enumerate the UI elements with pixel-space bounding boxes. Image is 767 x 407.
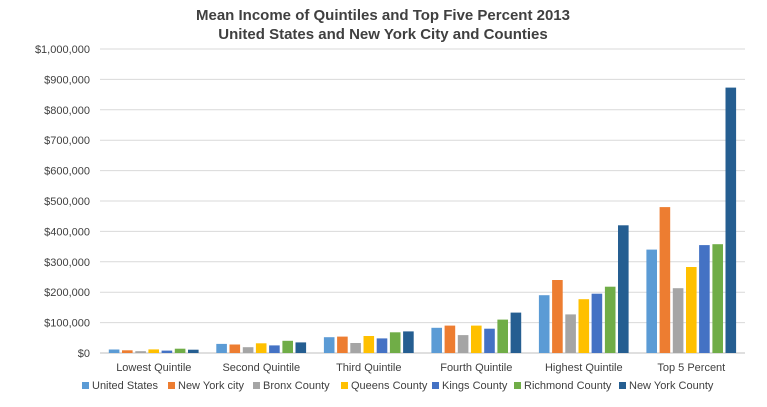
bar-3-0 (431, 327, 442, 353)
x-tick-label: Lowest Quintile (116, 362, 191, 374)
x-tick-label: Fourth Quintile (440, 362, 512, 374)
bars (108, 87, 737, 353)
bar-5-5 (712, 244, 723, 353)
y-tick-label: $400,000 (44, 226, 90, 238)
bar-2-5 (389, 332, 401, 353)
bar-2-2 (350, 343, 361, 353)
bar-4-5 (604, 286, 616, 353)
bar-2-4 (376, 338, 388, 353)
bar-5-2 (672, 288, 684, 353)
x-tick-label: Second Quintile (222, 362, 300, 374)
legend-swatch (82, 382, 89, 389)
y-tick-label: $300,000 (44, 257, 90, 269)
legend-swatch (253, 382, 260, 389)
bar-3-3 (471, 325, 482, 353)
bar-4-1 (552, 280, 563, 353)
x-tick-label: Third Quintile (336, 362, 401, 374)
bar-5-6 (725, 87, 737, 353)
bar-5-1 (659, 207, 671, 353)
y-tick-label: $800,000 (44, 105, 90, 117)
bar-3-6 (510, 312, 522, 353)
x-tick-label: Highest Quintile (545, 362, 623, 374)
bar-1-1 (229, 344, 241, 353)
bar-5-0 (646, 249, 657, 353)
legend-label: New York County (629, 380, 714, 392)
bar-1-2 (242, 347, 254, 353)
y-tick-label: $700,000 (44, 135, 90, 147)
bar-3-1 (444, 325, 456, 353)
legend-swatch (514, 382, 521, 389)
legend-label: New York city (178, 380, 245, 392)
gridlines (100, 48, 745, 324)
legend-label: United States (92, 380, 159, 392)
bar-3-5 (497, 319, 508, 353)
bar-0-0 (108, 349, 120, 353)
legend-swatch (619, 382, 626, 389)
bar-0-3 (148, 349, 159, 353)
y-tick-label: $200,000 (44, 287, 90, 299)
legend-label: Queens County (351, 380, 428, 392)
chart-subtitle: United States and New York City and Coun… (218, 26, 548, 43)
legend-label: Bronx County (263, 380, 330, 392)
bar-1-3 (255, 343, 267, 353)
bar-0-1 (122, 350, 133, 353)
bar-1-6 (295, 342, 307, 353)
bar-4-6 (618, 225, 629, 353)
y-tick-label: $0 (78, 348, 90, 360)
legend-swatch (168, 382, 175, 389)
bar-2-3 (363, 336, 375, 353)
x-axis: Lowest Quintile Second Quintile Third Quin… (116, 362, 725, 374)
bar-4-4 (591, 293, 603, 353)
x-tick-label: Top 5 Percent (657, 362, 725, 374)
bar-1-4 (269, 345, 280, 353)
bar-4-0 (538, 295, 550, 353)
y-tick-label: $600,000 (44, 166, 90, 178)
y-tick-label: $900,000 (44, 74, 90, 86)
bar-4-3 (578, 299, 590, 353)
legend-label: Kings County (442, 380, 508, 392)
legend: United States New York city Bronx County Qu… (82, 380, 714, 392)
bar-3-4 (484, 328, 495, 353)
bar-5-4 (699, 245, 710, 353)
bar-1-5 (282, 340, 293, 353)
bar-2-1 (337, 336, 348, 353)
legend-label: Richmond County (524, 380, 612, 392)
chart-title: Mean Income of Quintiles and Top Five Pe… (196, 7, 570, 24)
y-tick-label: $500,000 (44, 196, 90, 208)
bar-0-4 (161, 350, 173, 353)
bar-0-2 (135, 351, 146, 353)
bar-0-6 (188, 349, 199, 353)
bar-5-3 (686, 267, 697, 353)
y-axis: $0 $100,000 $200,000 $300,000 $400,000 $500,0… (35, 44, 745, 360)
bar-2-0 (323, 337, 335, 353)
bar-2-6 (403, 331, 414, 353)
y-tick-label: $100,000 (44, 318, 90, 330)
y-tick-label: $1,000,000 (35, 44, 90, 56)
bar-3-2 (457, 335, 469, 353)
bar-0-5 (174, 348, 186, 353)
bar-4-2 (565, 314, 576, 353)
legend-swatch (432, 382, 439, 389)
bar-1-0 (216, 343, 227, 353)
legend-swatch (341, 382, 348, 389)
